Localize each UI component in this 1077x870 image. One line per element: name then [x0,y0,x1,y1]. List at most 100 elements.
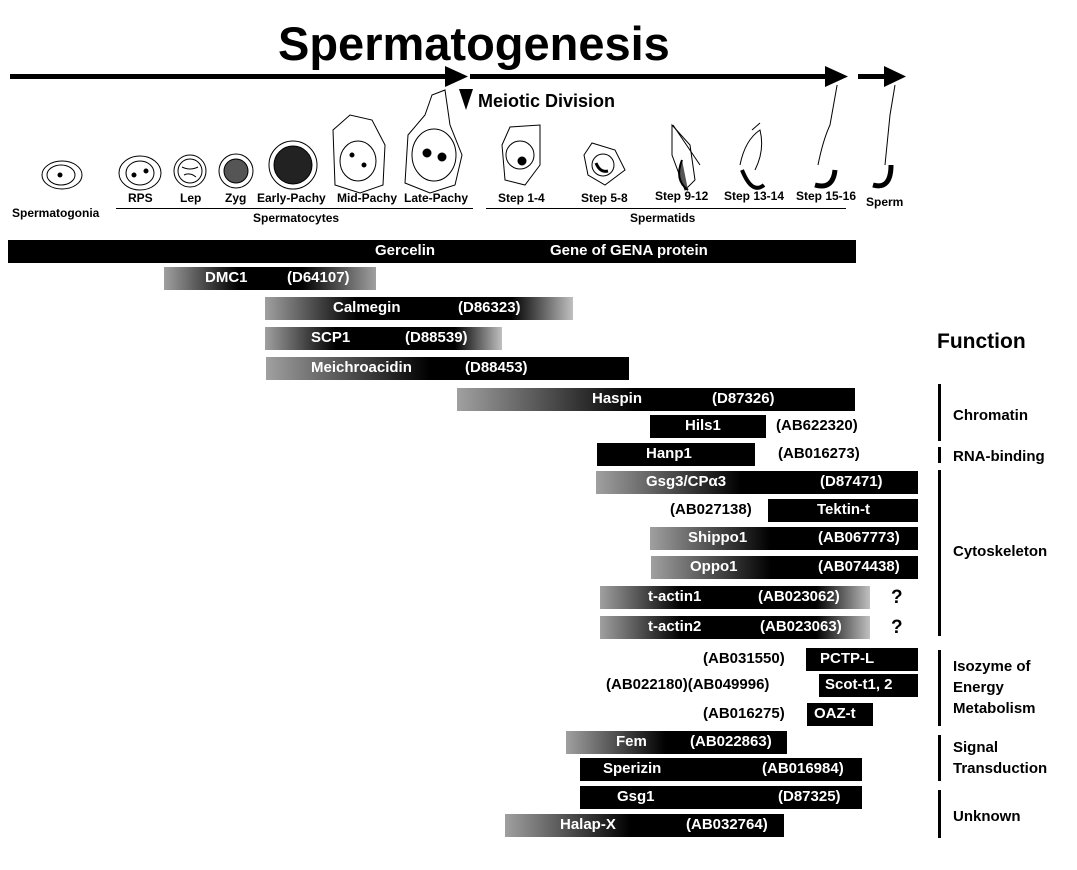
meiotic-division-marker-icon [459,89,473,110]
function-bracket [938,790,941,838]
expression-bar-gercelin: Gercelin Gene of GENA protein [8,240,856,263]
stage-label-late-pachy: Late-Pachy [404,191,469,205]
function-label-chromatin: Chromatin [953,407,1028,424]
cell-step-15-16 [814,85,838,189]
gene-accession: (AB032764) [686,816,768,833]
expression-bar-fem: Fem (AB022863) [566,731,787,754]
expression-bar-calmegin: Calmegin (D86323) [265,297,573,320]
cell-sperm [872,85,896,189]
stage-label-lep: Lep [180,191,202,205]
gene-name: t-actin1 [648,588,702,605]
gene-name: Calmegin [333,299,401,316]
gene-name: SCP1 [311,329,351,346]
group-label-spermatids: Spermatids [630,211,696,225]
expression-bar-scp1: SCP1 (D88539) [265,327,502,350]
spermatids-bracket-line [486,208,846,209]
expression-bar-meichroacidin: Meichroacidin (D88453) [266,357,629,380]
spermatocytes-bracket-line [116,208,473,209]
function-label-isozyme-of: Isozyme of Energy Metabolism [953,658,1036,717]
gene-name: Fem [616,733,647,750]
stage-label-step-1-4: Step 1-4 [498,191,545,205]
function-header: Function [937,330,1026,353]
gene-accession: (AB023063) [760,618,842,635]
cell-spermatogonia [41,160,83,190]
expression-bar-t-actin2: t-actin2 (AB023063) [600,616,870,639]
diagram-title: Spermatogenesis [278,17,670,70]
unknown-function-mark: ? [891,587,903,608]
gene-accession: (D87471) [820,473,883,490]
expression-bar-dmc1: DMC1 (D64107) [164,267,376,290]
expression-bar-shippo1: Shippo1 (AB067773) [650,527,918,550]
cell-step-13-14 [739,122,766,190]
gene-accession: (AB027138) [670,501,752,518]
function-bracket [938,470,941,636]
cell-rps [118,155,162,191]
function-label-cytoskeleton: Cytoskeleton [953,543,1048,560]
gene-accession: (AB074438) [818,558,900,575]
gene-name: Sperizin [603,760,662,777]
gene-accession: (D64107) [287,269,350,286]
expression-bar-gsg3-cp-3: Gsg3/CPα3 (D87471) [596,471,918,494]
gene-name: Gercelin [375,242,436,259]
gene-name: PCTP-L [820,650,875,667]
expression-bar-haspin: Haspin (D87326) [457,388,855,411]
function-bracket [938,384,941,441]
gene-accession: (AB016275) [703,705,785,722]
stage-label-zyg: Zyg [225,191,247,205]
group-label-spermatocytes: Spermatocytes [253,211,340,225]
stage-label-mid-pachy: Mid-Pachy [337,191,398,205]
cell-mid-pachy [332,114,386,194]
stage-label-step-15-16: Step 15-16 [796,189,857,203]
cell-zyg [218,153,254,189]
stage-label-spermatogonia: Spermatogonia [12,206,100,220]
stage-label-step-13-14: Step 13-14 [724,189,785,203]
gene-accession: (AB023062) [758,588,840,605]
gene-accession: (AB022180)(AB049996) [606,676,770,693]
expression-bar-tektin-t: Tektin-t [768,499,918,522]
stage-label-rps: RPS [128,191,153,205]
gene-name: OAZ-t [814,705,856,722]
gene-accession: (D88539) [405,329,468,346]
cell-lep [173,154,207,188]
gene-name: t-actin2 [648,618,702,635]
function-bracket [938,447,941,463]
expression-bar-oaz-t: OAZ-t [807,703,873,726]
expression-bar-halap-x: Halap-X (AB032764) [505,814,784,837]
gene-accession: (AB622320) [776,417,858,434]
gene-name: Gsg3/CPα3 [646,473,727,490]
expression-bar-scot-t1-2: Scot-t1, 2 [819,674,918,697]
gene-accession: (AB016984) [762,760,844,777]
stage-label-step-5-8: Step 5-8 [581,191,628,205]
gene-name: Hanp1 [646,445,692,462]
expression-bar-hils1: Hils1 [650,415,766,438]
stage-label-early-pachy: Early-Pachy [257,191,326,205]
function-label-rna-binding: RNA-binding [953,448,1045,465]
gene-name: Hils1 [685,417,721,434]
expression-bar-sperizin: Sperizin (AB016984) [580,758,862,781]
function-label-signal: Signal Transduction [953,739,1048,777]
gene-name: Scot-t1, 2 [825,676,893,693]
gene-accession: (D87326) [712,390,775,407]
stage-label-sperm: Sperm [866,195,904,209]
expression-bar-hanp1: Hanp1 [597,443,755,466]
expression-bar-gsg1: Gsg1 (D87325) [580,786,862,809]
gene-name: Haspin [592,390,643,407]
gene-accession: (AB067773) [818,529,900,546]
gene-name: Halap-X [560,816,616,833]
gene-name: DMC1 [205,269,248,286]
cell-step-1-4 [501,124,541,186]
gene-name: Meichroacidin [311,359,412,376]
meiotic-division-label: Meiotic Division [478,91,616,111]
gene-accession: Gene of GENA protein [550,242,708,259]
gene-accession: (AB031550) [703,650,785,667]
gene-accession: (D87325) [778,788,841,805]
unknown-function-mark: ? [891,617,903,638]
expression-bar-t-actin1: t-actin1 (AB023062) [600,586,870,609]
stage-label-step-9-12: Step 9-12 [655,189,709,203]
expression-bar-oppo1: Oppo1 (AB074438) [651,556,918,579]
gene-accession: (AB022863) [690,733,772,750]
function-label-unknown: Unknown [953,808,1021,825]
timeline-arrows [10,66,906,110]
cell-illustrations [41,85,896,194]
gene-accession: (AB016273) [778,445,860,462]
